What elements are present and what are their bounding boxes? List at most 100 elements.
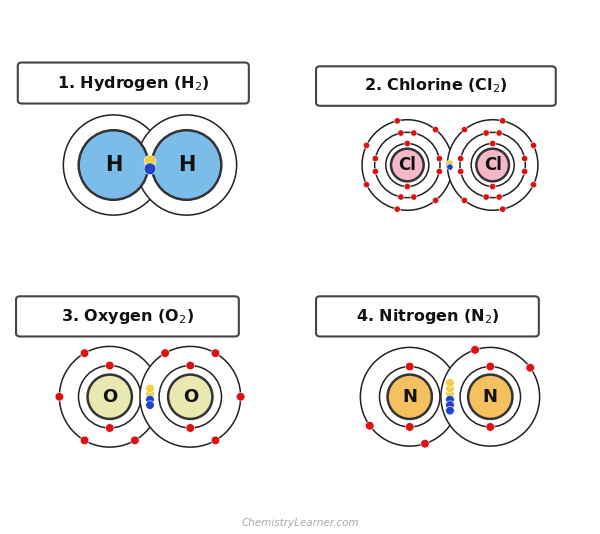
Circle shape — [144, 163, 156, 175]
Circle shape — [500, 206, 506, 213]
Circle shape — [136, 115, 236, 215]
Circle shape — [458, 168, 464, 175]
Circle shape — [106, 423, 114, 432]
Circle shape — [496, 194, 502, 200]
Circle shape — [521, 155, 528, 162]
Text: ChemistryLearner.com: ChemistryLearner.com — [241, 519, 359, 528]
Circle shape — [161, 349, 169, 357]
Circle shape — [461, 127, 467, 133]
Circle shape — [364, 142, 370, 148]
Circle shape — [410, 130, 417, 136]
Circle shape — [394, 117, 400, 124]
Text: 4. Nitrogen (N$_2$): 4. Nitrogen (N$_2$) — [356, 307, 499, 326]
Circle shape — [530, 142, 536, 148]
Text: O: O — [182, 388, 198, 406]
Circle shape — [168, 375, 212, 419]
Circle shape — [146, 390, 154, 398]
Circle shape — [483, 194, 490, 200]
Circle shape — [476, 148, 509, 182]
Circle shape — [211, 349, 220, 357]
Circle shape — [398, 130, 404, 136]
Circle shape — [146, 395, 154, 404]
Circle shape — [446, 406, 454, 415]
Circle shape — [398, 194, 404, 200]
Circle shape — [372, 155, 379, 162]
Circle shape — [211, 436, 220, 445]
Circle shape — [361, 348, 459, 446]
Circle shape — [88, 375, 132, 419]
Circle shape — [436, 155, 442, 162]
Circle shape — [80, 436, 89, 445]
Text: 2. Chlorine (Cl$_2$): 2. Chlorine (Cl$_2$) — [364, 77, 508, 96]
Circle shape — [421, 439, 429, 448]
Circle shape — [447, 164, 453, 170]
Circle shape — [468, 375, 512, 419]
Circle shape — [144, 155, 156, 167]
Circle shape — [394, 206, 400, 213]
Circle shape — [80, 349, 89, 357]
Circle shape — [448, 120, 538, 210]
FancyBboxPatch shape — [18, 62, 249, 104]
Circle shape — [186, 423, 194, 432]
Circle shape — [433, 197, 439, 203]
Circle shape — [490, 183, 496, 190]
Text: N: N — [402, 388, 417, 406]
Circle shape — [496, 130, 502, 136]
Circle shape — [64, 115, 164, 215]
Text: Cl: Cl — [484, 156, 502, 174]
Circle shape — [380, 366, 440, 427]
Text: N: N — [483, 388, 498, 406]
Circle shape — [372, 168, 379, 175]
Circle shape — [386, 144, 429, 186]
Circle shape — [526, 364, 535, 372]
Circle shape — [159, 366, 221, 428]
Circle shape — [446, 379, 454, 387]
Circle shape — [404, 140, 410, 147]
Circle shape — [365, 421, 374, 430]
Circle shape — [236, 392, 245, 401]
FancyBboxPatch shape — [316, 296, 539, 336]
Circle shape — [79, 366, 141, 428]
Circle shape — [391, 148, 424, 182]
Circle shape — [186, 362, 194, 370]
Circle shape — [55, 392, 64, 401]
Circle shape — [146, 384, 154, 392]
FancyBboxPatch shape — [16, 296, 239, 336]
Circle shape — [59, 347, 160, 447]
Circle shape — [521, 168, 528, 175]
Circle shape — [458, 155, 464, 162]
Circle shape — [406, 423, 414, 431]
Text: 3. Oxygen (O$_2$): 3. Oxygen (O$_2$) — [61, 307, 194, 326]
Circle shape — [152, 130, 221, 200]
Circle shape — [500, 117, 506, 124]
Circle shape — [471, 144, 514, 186]
Circle shape — [486, 362, 494, 371]
Text: Cl: Cl — [398, 156, 416, 174]
Circle shape — [483, 130, 490, 136]
Circle shape — [106, 362, 114, 370]
Circle shape — [490, 140, 496, 147]
Circle shape — [460, 366, 521, 427]
Circle shape — [446, 401, 454, 410]
Circle shape — [146, 401, 154, 410]
Text: H: H — [105, 155, 122, 175]
Circle shape — [374, 132, 440, 198]
Circle shape — [446, 384, 454, 392]
Circle shape — [364, 182, 370, 188]
Circle shape — [79, 130, 148, 200]
Circle shape — [410, 194, 417, 200]
Circle shape — [362, 120, 452, 210]
Circle shape — [446, 390, 454, 398]
Text: 1. Hydrogen (H$_2$): 1. Hydrogen (H$_2$) — [57, 74, 209, 92]
Circle shape — [140, 347, 241, 447]
Circle shape — [486, 423, 494, 431]
Circle shape — [461, 197, 467, 203]
Circle shape — [436, 168, 442, 175]
Circle shape — [388, 375, 432, 419]
Circle shape — [447, 160, 453, 166]
Circle shape — [446, 395, 454, 404]
Circle shape — [460, 132, 526, 198]
Text: O: O — [102, 388, 118, 406]
Circle shape — [406, 362, 414, 371]
Circle shape — [404, 183, 410, 190]
